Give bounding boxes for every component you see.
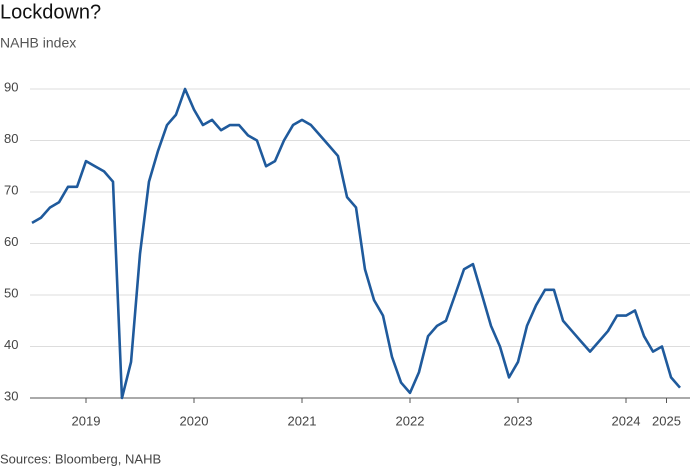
y-tick-label: 90 [4,79,18,94]
source-note: Sources: Bloomberg, NAHB [0,451,161,466]
y-tick-label: 80 [4,131,18,146]
y-tick-label: 40 [4,337,18,352]
x-tick-label: 2024 [612,413,641,428]
x-tick-label: 2021 [288,413,317,428]
x-tick-label: 2019 [72,413,101,428]
y-tick-label: 30 [4,388,18,403]
chart-title: Lockdown? [0,1,101,23]
x-tick-label: 2023 [504,413,533,428]
data-line [31,87,681,400]
y-tick-label: 70 [4,182,18,197]
y-tick-label: 60 [4,234,18,249]
y-tick-label: 50 [4,285,18,300]
chart-subtitle: NAHB index [0,35,76,51]
x-tick-label: 2022 [396,413,425,428]
x-tick-label: 2025 [652,413,681,428]
x-tick-label: 2020 [180,413,209,428]
